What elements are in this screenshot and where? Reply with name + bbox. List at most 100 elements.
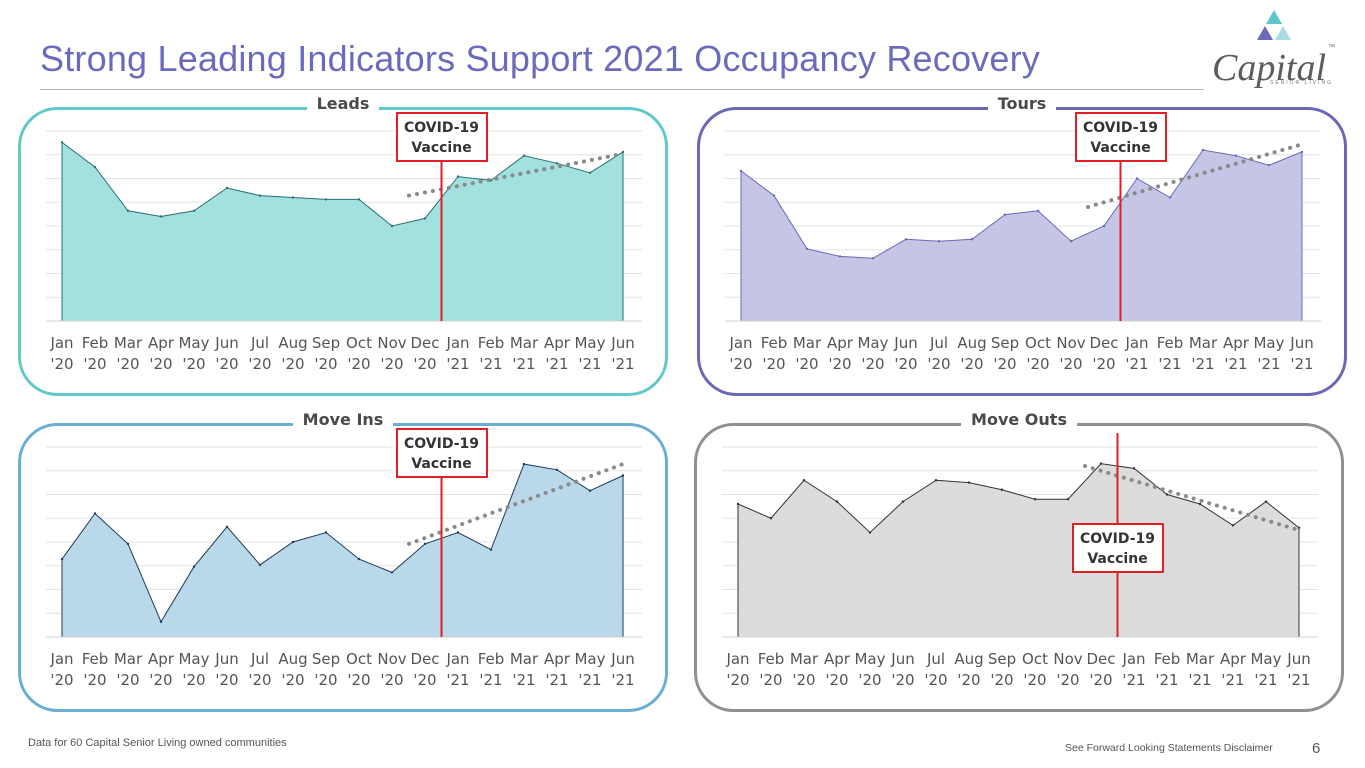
tours-tick-label: Mar '21	[1189, 334, 1218, 373]
tours-point-jun-21	[1300, 150, 1304, 154]
move-ins-point-apr-21	[555, 468, 559, 471]
move-ins-tick-label: Nov '20	[377, 650, 406, 689]
tours-point-feb-20	[772, 194, 776, 197]
tours-point-mar-21	[1201, 148, 1205, 152]
move-ins-point-may-20	[192, 565, 196, 568]
move-outs-vaccine-label: COVID-19 Vaccine	[1071, 523, 1164, 573]
leads-tick-label: May '20	[178, 334, 209, 373]
leads-point-sep-20	[324, 198, 328, 201]
move-outs-point-apr-20	[835, 500, 839, 503]
move-outs-tick-label: Dec '20	[1086, 650, 1115, 689]
tours-point-apr-21	[1234, 154, 1238, 157]
move-ins-point-jan-20	[60, 557, 64, 561]
tours-tick-label: Mar '20	[793, 334, 822, 373]
move-outs-tick-label: Feb '21	[1154, 650, 1181, 689]
move-outs-tick-label: Jun '20	[890, 650, 914, 689]
tours-point-sep-20	[1003, 213, 1007, 216]
move-ins-tick-label: Aug '20	[278, 650, 307, 689]
leads-point-jan-21	[456, 175, 460, 178]
leads-point-aug-20	[291, 196, 295, 199]
move-outs-tick-label: Jul '20	[924, 650, 947, 689]
leads-point-may-20	[192, 209, 196, 212]
logo-tagline: SENIOR LIVING	[1270, 80, 1333, 86]
move-ins-point-jun-20	[225, 525, 229, 528]
tours-point-may-21	[1267, 164, 1271, 167]
move-outs-point-may-21	[1264, 500, 1268, 503]
leads-point-jul-20	[258, 194, 262, 197]
move-outs-tick-label: May '21	[1250, 650, 1281, 689]
tours-point-jan-20	[739, 169, 743, 173]
move-ins-tick-label: Sep '20	[312, 650, 340, 689]
move-ins-point-apr-20	[159, 620, 163, 623]
move-outs-tick-label: Jun '21	[1286, 650, 1310, 689]
move-outs-tick-label: Jan '21	[1121, 650, 1145, 689]
move-ins-point-feb-20	[93, 512, 97, 515]
leads-tick-label: Jul '20	[248, 334, 271, 373]
leads-point-feb-20	[93, 165, 97, 169]
move-ins-tick-label: Mar '21	[510, 650, 539, 689]
move-outs-point-jun-20	[901, 500, 905, 503]
tours-tick-label: Apr '21	[1223, 334, 1250, 373]
tours-point-jul-20	[937, 240, 941, 243]
move-ins-tick-label: Apr '21	[544, 650, 571, 689]
leads-tick-label: Mar '21	[510, 334, 539, 373]
move-ins-tick-label: Jan '20	[49, 650, 73, 689]
move-outs-series-line	[737, 463, 1300, 534]
move-outs-chart-panel: Jan '20 Feb '20 Mar '20 Apr '20 May '20 Jun '20 Jul '…	[694, 410, 1344, 712]
leads-point-mar-21	[522, 154, 526, 157]
leads-tick-label: Nov '20	[377, 334, 406, 373]
disclaimer-link[interactable]: See Forward Looking Statements Disclaime…	[1065, 742, 1273, 754]
leads-point-jun-20	[225, 186, 229, 190]
move-outs-point-apr-21	[1231, 524, 1235, 527]
move-outs-tick-label: Jan '20	[725, 650, 749, 689]
vaccine-label-line2: Vaccine	[411, 140, 472, 156]
move-ins-tick-label: Mar '20	[114, 650, 143, 689]
tours-tick-label: May '20	[857, 334, 888, 373]
move-outs-point-jan-20	[736, 502, 740, 506]
title-divider	[40, 89, 1204, 90]
tours-tick-label: Aug '20	[957, 334, 986, 373]
tours-point-oct-20	[1036, 209, 1040, 212]
move-outs-point-sep-20	[1000, 488, 1004, 491]
move-ins-tick-label: Apr '20	[148, 650, 175, 689]
tours-tick-label: Nov '20	[1056, 334, 1085, 373]
move-outs-tick-label: Mar '20	[790, 650, 819, 689]
leads-tick-label: Jun '21	[610, 334, 634, 373]
tours-tick-label: Oct '20	[1025, 334, 1051, 373]
tours-trendline	[1086, 142, 1304, 209]
leads-chart-panel: Jan '20 Feb '20 Mar '20 Apr '20 May '20 Jun '20 Jul '…	[18, 94, 668, 396]
tours-tick-label: Jan '20	[728, 334, 752, 373]
tours-tick-label: Sep '20	[991, 334, 1019, 373]
leads-tick-label: May '21	[574, 334, 605, 373]
move-ins-tick-label: Oct '20	[346, 650, 372, 689]
move-ins-point-mar-20	[126, 542, 130, 546]
leads-point-apr-20	[159, 215, 163, 218]
move-ins-point-mar-21	[522, 462, 526, 466]
move-outs-point-oct-20	[1033, 498, 1037, 501]
leads-point-jan-20	[60, 141, 64, 144]
move-ins-point-oct-20	[357, 557, 361, 561]
logo-triangle-right	[1275, 26, 1291, 40]
move-outs-tick-label: Nov '20	[1053, 650, 1082, 689]
leads-vaccine-label: COVID-19 Vaccine	[395, 112, 488, 162]
company-logo: Capital ™ SENIOR LIVING	[1208, 8, 1338, 89]
tours-point-jan-21	[1135, 177, 1139, 180]
move-ins-chart-panel: Jan '20 Feb '20 Mar '20 Apr '20 May '20 Jun '20 Jul '…	[18, 410, 668, 712]
tours-point-feb-21	[1168, 196, 1172, 199]
leads-tick-label: Dec '20	[410, 334, 439, 373]
move-outs-point-nov-20	[1066, 498, 1070, 501]
tours-series-line	[740, 149, 1303, 259]
move-ins-series-line	[61, 463, 624, 623]
tours-tick-label: May '21	[1253, 334, 1284, 373]
vaccine-label-line1: COVID-19	[403, 436, 480, 452]
move-outs-point-mar-21	[1198, 502, 1202, 506]
tours-point-mar-20	[805, 247, 809, 250]
leads-tick-label: Sep '20	[312, 334, 340, 373]
leads-tick-label: Mar '20	[114, 334, 143, 373]
leads-tick-label: Apr '21	[544, 334, 571, 373]
move-ins-tick-label: Jan '21	[445, 650, 469, 689]
tours-tick-label: Jun '20	[893, 334, 917, 373]
leads-point-dec-20	[423, 217, 427, 220]
